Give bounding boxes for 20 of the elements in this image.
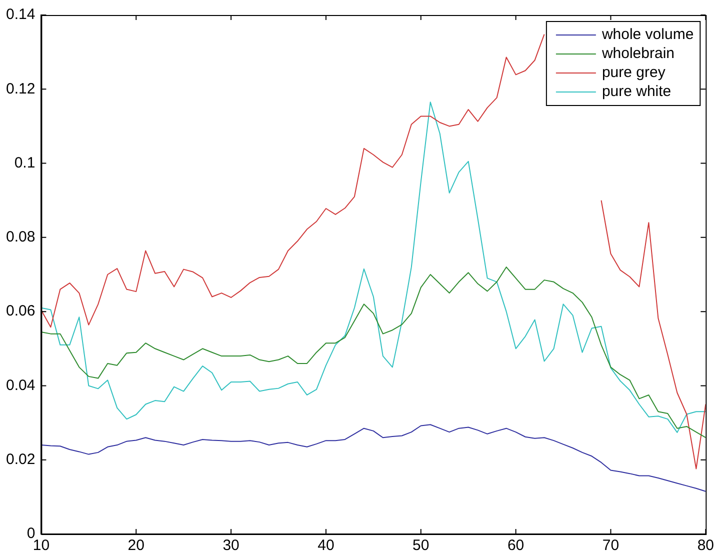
legend-label: pure grey (602, 64, 666, 82)
legend-label: wholebrain (600, 45, 674, 62)
y-tick-label: 0.08 (6, 228, 36, 246)
y-tick-label: 0.04 (6, 376, 36, 394)
x-tick-label: 30 (222, 537, 240, 554)
y-tick-label: 0.06 (6, 302, 36, 320)
legend-label: pure white (602, 83, 672, 100)
y-tick-label: 0.1 (14, 154, 36, 172)
x-tick-label: 40 (318, 537, 334, 554)
x-tick-label: 70 (602, 537, 620, 554)
y-tick-label: 0 (26, 525, 36, 542)
x-tick-label: 60 (507, 537, 524, 554)
x-tick-label: 20 (128, 537, 144, 554)
y-tick-label: 0.14 (6, 6, 36, 24)
y-tick-label: 0.12 (6, 80, 36, 98)
x-tick-label: 80 (697, 537, 714, 554)
x-tick-label: 50 (412, 537, 430, 554)
y-tick-label: 0.02 (6, 451, 36, 468)
legend-label: whole volume (600, 26, 694, 44)
x-tick-label: 10 (32, 537, 50, 554)
